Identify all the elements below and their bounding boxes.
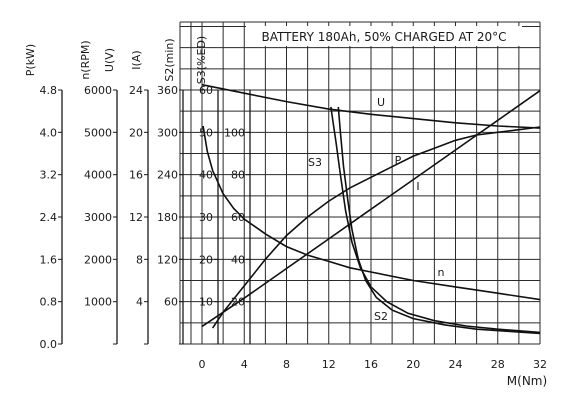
axis-label: S3(%ED): [195, 36, 208, 84]
x-tick-label: 12: [322, 358, 336, 371]
y-tick-label: 4.8: [40, 84, 58, 97]
y-tick-label: 60: [199, 84, 213, 97]
y-tick-label: 40: [231, 253, 245, 266]
y-tick-label: 20: [129, 126, 143, 139]
y-tick-label: 120: [157, 253, 178, 266]
series-line-i: [201, 90, 541, 328]
axis-label: I(A): [130, 50, 143, 69]
y-tick-label: 180: [157, 211, 178, 224]
y-tick-label: 3.2: [40, 169, 58, 182]
y-tick-label: 6000: [84, 84, 112, 97]
y-tick-label: 2.4: [40, 211, 58, 224]
series-label-p: P: [395, 154, 402, 167]
y-tick-label: 3000: [84, 211, 112, 224]
y-tick-label: 12: [129, 211, 143, 224]
chart-title-background: [246, 26, 522, 46]
axis-label: n(RPM): [79, 40, 92, 79]
series-line-n: [202, 125, 541, 301]
x-tick-label: 24: [449, 358, 463, 371]
series-label-i: I: [416, 180, 419, 193]
series-label-u: U: [377, 96, 385, 109]
curves: [201, 83, 541, 335]
x-axis-label: M(Nm): [507, 374, 547, 388]
series-line-s3: [330, 106, 541, 334]
y-tick-label: 2000: [84, 253, 112, 266]
x-tick-label: 8: [283, 358, 290, 371]
axis-label: S2(min): [163, 38, 176, 81]
y-tick-label: 4.0: [40, 126, 58, 139]
y-tick-label: 20: [231, 296, 245, 309]
y-tick-label: 10: [199, 296, 213, 309]
axis-label: U(V): [103, 48, 116, 72]
axis-label: P(kW): [24, 44, 37, 76]
y-tick-label: 360: [157, 84, 178, 97]
y-tick-label: 80: [231, 169, 245, 182]
y-tick-label: 0.0: [40, 338, 58, 351]
axis-lines: [58, 89, 251, 345]
y-tick-label: 16: [129, 169, 143, 182]
labels: 0.00.81.62.43.24.04.8P(kW)10002000300040…: [24, 36, 547, 388]
x-tick-label: 32: [533, 358, 547, 371]
y-tick-label: 40: [199, 169, 213, 182]
y-tick-label: 4: [136, 296, 143, 309]
series-label-n: n: [438, 266, 445, 279]
x-tick-label: 4: [241, 358, 248, 371]
series-line-s2: [337, 106, 541, 335]
series-line-p: [211, 126, 541, 329]
y-tick-label: 240: [157, 169, 178, 182]
x-tick-label: 0: [199, 358, 206, 371]
y-tick-label: 30: [199, 211, 213, 224]
y-tick-label: 60: [164, 296, 178, 309]
x-tick-label: 20: [406, 358, 420, 371]
y-tick-label: 8: [136, 253, 143, 266]
chart-title: BATTERY 180Ah, 50% CHARGED AT 20°C: [261, 30, 506, 44]
y-tick-label: 5000: [84, 126, 112, 139]
x-tick-label: 16: [364, 358, 378, 371]
y-tick-label: 300: [157, 126, 178, 139]
series-line-u: [201, 83, 541, 129]
y-tick-label: 20: [199, 253, 213, 266]
series-label-s2: S2: [374, 310, 388, 323]
y-tick-label: 60: [231, 211, 245, 224]
y-tick-label: 24: [129, 84, 143, 97]
y-tick-label: 0.8: [40, 296, 58, 309]
x-tick-label: 28: [491, 358, 505, 371]
series-label-s3: S3: [308, 156, 322, 169]
y-tick-label: 1000: [84, 296, 112, 309]
y-tick-label: 50: [199, 126, 213, 139]
y-tick-label: 1.6: [40, 253, 58, 266]
y-tick-label: 100: [224, 126, 245, 139]
y-tick-label: 4000: [84, 169, 112, 182]
